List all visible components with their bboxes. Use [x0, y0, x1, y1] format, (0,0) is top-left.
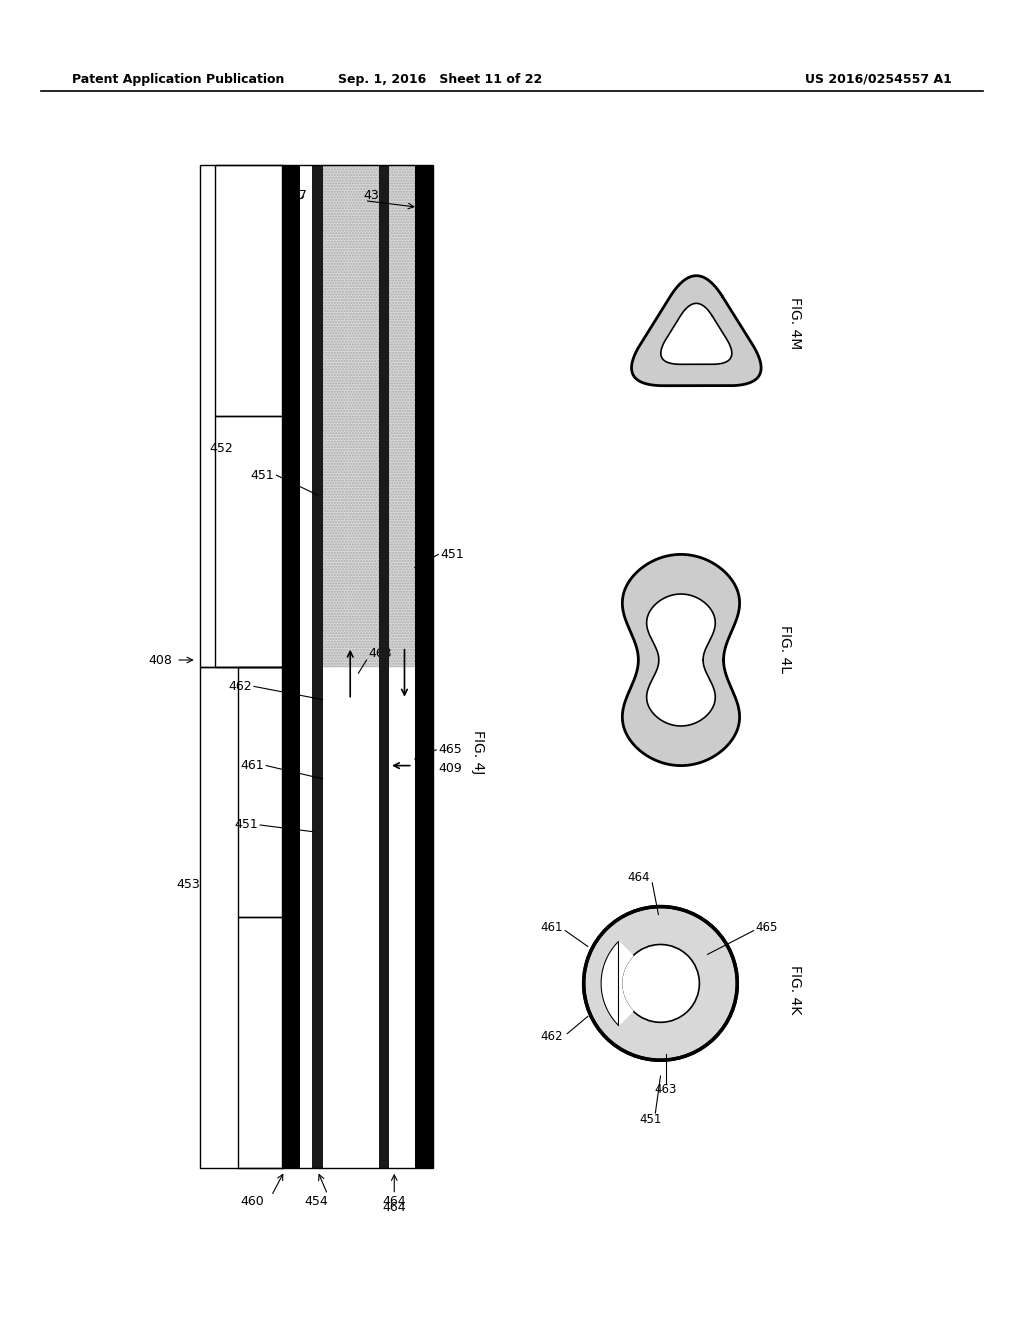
Bar	[389, 667, 415, 1168]
Circle shape	[622, 945, 699, 1022]
Text: FIG. 4M: FIG. 4M	[788, 297, 803, 350]
Text: 454: 454	[304, 1195, 328, 1208]
Bar	[389, 165, 415, 667]
Text: 464: 464	[382, 1195, 407, 1208]
Text: 431: 431	[364, 189, 387, 202]
Text: 464: 464	[628, 871, 650, 884]
Bar	[379, 165, 389, 1168]
Text: Patent Application Publication: Patent Application Publication	[72, 73, 284, 86]
Text: 451: 451	[234, 818, 258, 832]
Bar	[300, 667, 312, 1168]
Text: 465: 465	[756, 921, 778, 935]
Bar	[323, 165, 379, 667]
Polygon shape	[660, 304, 732, 364]
Text: 453: 453	[176, 878, 200, 891]
Polygon shape	[601, 941, 633, 1026]
Bar	[282, 165, 433, 1168]
Bar	[389, 165, 415, 667]
Text: FIG. 4L: FIG. 4L	[778, 626, 793, 673]
Bar	[282, 165, 433, 1168]
Bar	[300, 165, 312, 667]
Text: 452: 452	[210, 442, 233, 455]
Text: 462: 462	[541, 1030, 563, 1043]
Text: 463: 463	[369, 647, 392, 660]
Text: FIG. 4K: FIG. 4K	[788, 965, 803, 1015]
Bar	[415, 165, 433, 1168]
Text: 461: 461	[241, 759, 264, 772]
Text: 408: 408	[148, 653, 172, 667]
Text: 460: 460	[241, 1195, 264, 1208]
Text: 457: 457	[284, 189, 307, 202]
Text: 451: 451	[251, 469, 274, 482]
Text: 464: 464	[382, 1201, 407, 1214]
Bar	[323, 667, 379, 1168]
Text: 465: 465	[438, 743, 462, 756]
Text: 461: 461	[541, 921, 563, 935]
Bar	[282, 165, 300, 1168]
Text: 451: 451	[440, 548, 464, 561]
Text: Sep. 1, 2016   Sheet 11 of 22: Sep. 1, 2016 Sheet 11 of 22	[338, 73, 543, 86]
Bar	[323, 165, 379, 667]
Polygon shape	[632, 276, 761, 385]
Text: 451: 451	[639, 1113, 662, 1126]
Bar	[312, 165, 323, 1168]
Polygon shape	[623, 554, 739, 766]
Text: 463: 463	[654, 1082, 677, 1096]
Text: 409: 409	[438, 762, 462, 775]
Text: US 2016/0254557 A1: US 2016/0254557 A1	[806, 73, 952, 86]
Text: 462: 462	[228, 680, 252, 693]
Text: FIG. 4J: FIG. 4J	[471, 730, 485, 775]
Polygon shape	[584, 907, 737, 1060]
Polygon shape	[646, 594, 716, 726]
